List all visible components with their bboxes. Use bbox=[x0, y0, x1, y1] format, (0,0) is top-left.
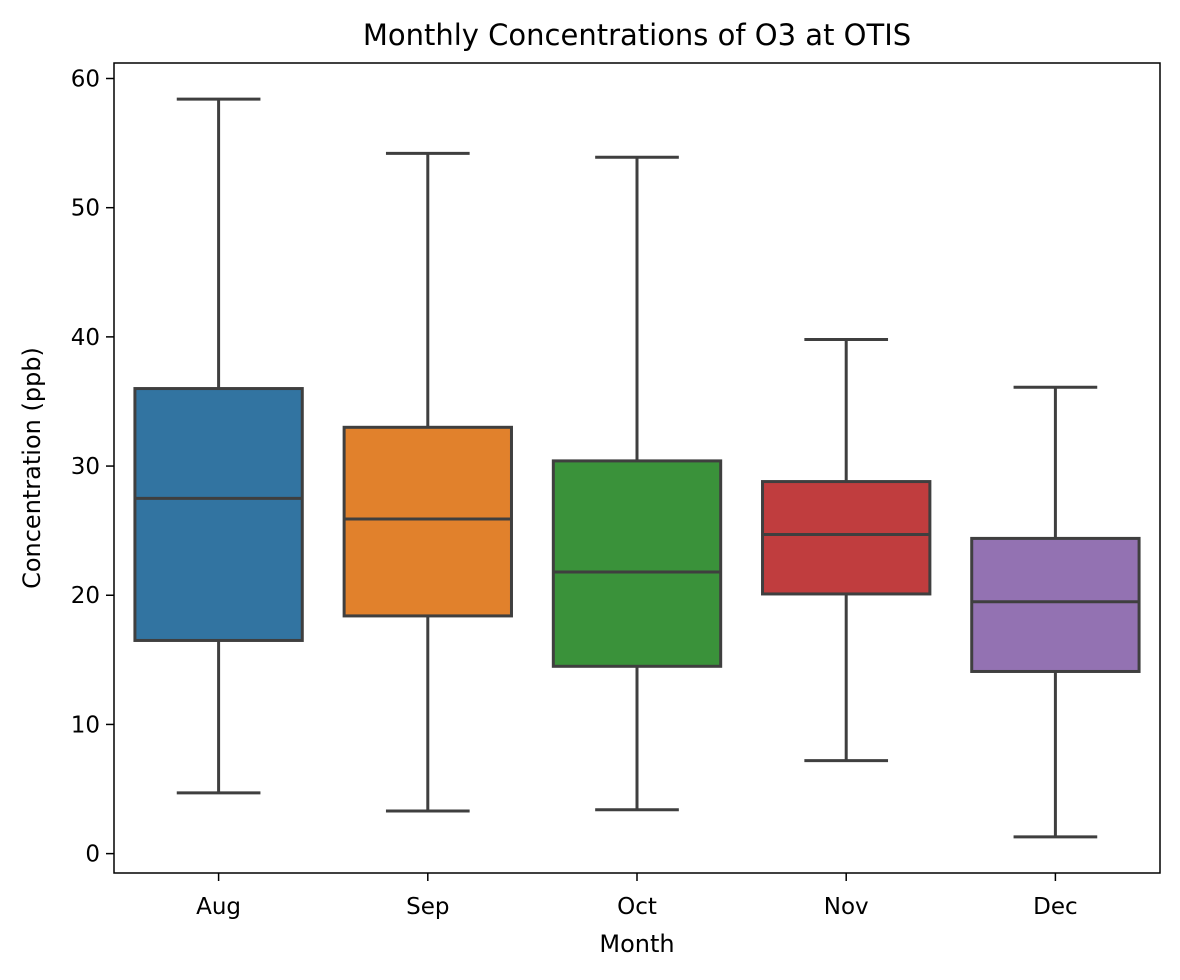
box-group-aug bbox=[133, 97, 304, 795]
y-tick-label: 10 bbox=[71, 712, 100, 738]
chart-title: Monthly Concentrations of O3 at OTIS bbox=[363, 18, 911, 52]
y-tick-label: 0 bbox=[85, 842, 100, 868]
iqr-box bbox=[551, 459, 723, 668]
plot-layer bbox=[133, 97, 1141, 839]
box-group-sep bbox=[342, 151, 513, 813]
x-tick-label-sep: Sep bbox=[406, 894, 449, 920]
x-tick-label-nov: Nov bbox=[824, 894, 869, 920]
y-tick-label: 20 bbox=[71, 583, 100, 609]
y-tick-label: 50 bbox=[71, 196, 100, 222]
y-axis: 0 10 20 30 40 50 60 bbox=[71, 67, 114, 868]
x-axis: Aug Sep Oct Nov Dec bbox=[196, 873, 1078, 920]
x-axis-label: Month bbox=[599, 930, 674, 958]
y-tick-label: 60 bbox=[71, 67, 100, 93]
x-tick-label-aug: Aug bbox=[196, 894, 241, 920]
y-tick-label: 30 bbox=[71, 454, 100, 480]
box-group-dec bbox=[970, 385, 1141, 839]
box-group-nov bbox=[761, 337, 932, 763]
y-tick-label: 40 bbox=[71, 325, 100, 351]
iqr-box bbox=[970, 536, 1141, 673]
iqr-box bbox=[342, 425, 513, 618]
iqr-box bbox=[133, 387, 304, 642]
iqr-box bbox=[761, 480, 932, 596]
y-axis-label: Concentration (ppb) bbox=[18, 347, 46, 589]
x-tick-label-dec: Dec bbox=[1033, 894, 1078, 920]
x-tick-label-oct: Oct bbox=[617, 894, 657, 920]
box-group-oct bbox=[551, 155, 723, 812]
